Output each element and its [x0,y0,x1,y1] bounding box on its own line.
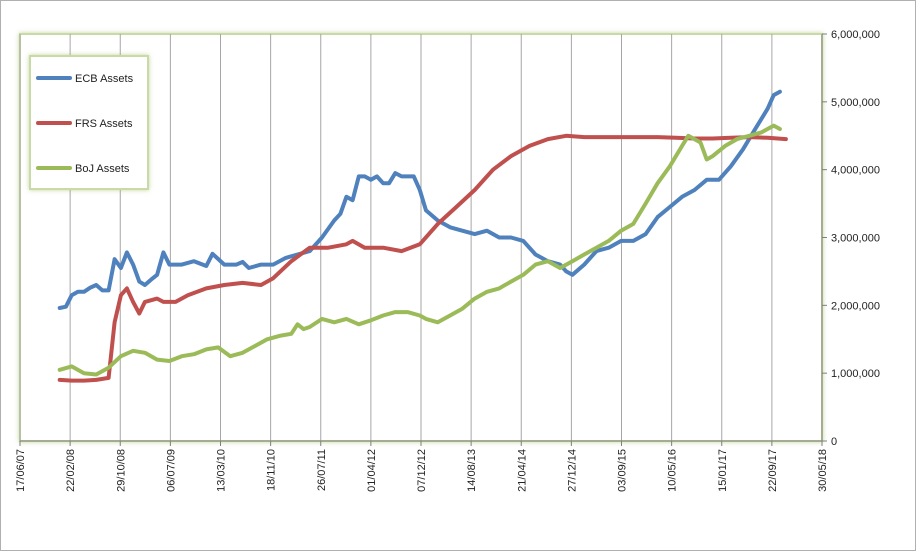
x-tick-label: 22/02/08 [65,449,77,492]
x-tick-label: 27/12/14 [566,449,578,492]
y-tick-label: 5,000,000 [831,97,880,109]
legend-entry-label: ECB Assets [75,73,134,85]
x-tick-label: 01/04/12 [366,449,378,492]
x-tick-label: 07/12/12 [416,449,428,492]
y-tick-label: 4,000,000 [831,165,880,177]
x-tick-label: 18/11/10 [266,449,278,491]
grid [19,34,823,441]
y-tick-label: 0 [831,436,837,448]
y-tick-label: 1,000,000 [831,368,880,380]
x-tick-label: 13/03/10 [216,449,228,492]
x-tick-label: 21/04/14 [516,449,528,492]
x-tick-label: 10/05/16 [667,449,679,492]
x-tick-label: 29/10/08 [115,449,127,492]
series-line-frs-assets [57,133,788,383]
x-tick-label: 22/09/17 [767,449,779,492]
x-tick-label: 30/05/18 [817,449,829,492]
x-tick-label: 17/06/07 [15,449,27,492]
legend-entry-label: FRS Assets [75,118,133,130]
series-line-boj-assets [57,123,782,377]
x-tick-label: 15/01/17 [717,449,729,492]
legend-entry-label: BoJ Assets [75,163,130,175]
series-line-ecb-assets [57,89,782,310]
y-tick-label: 2,000,000 [831,300,880,312]
x-tick-label: 14/08/13 [466,449,478,492]
x-tick-label: 26/07/11 [316,449,328,491]
y-tick-label: 6,000,000 [831,29,880,41]
y-tick-label: 3,000,000 [831,233,880,245]
axes: 0 1,000,000 2,000,000 3,000,000 4,000,000 5,0… [15,29,880,492]
legend[interactable]: ECB Assets FRS Assets BoJ Assets [29,55,149,190]
series-layer [57,89,788,383]
x-tick-label: 06/07/09 [165,449,177,492]
x-tick-label: 03/09/15 [617,449,629,492]
